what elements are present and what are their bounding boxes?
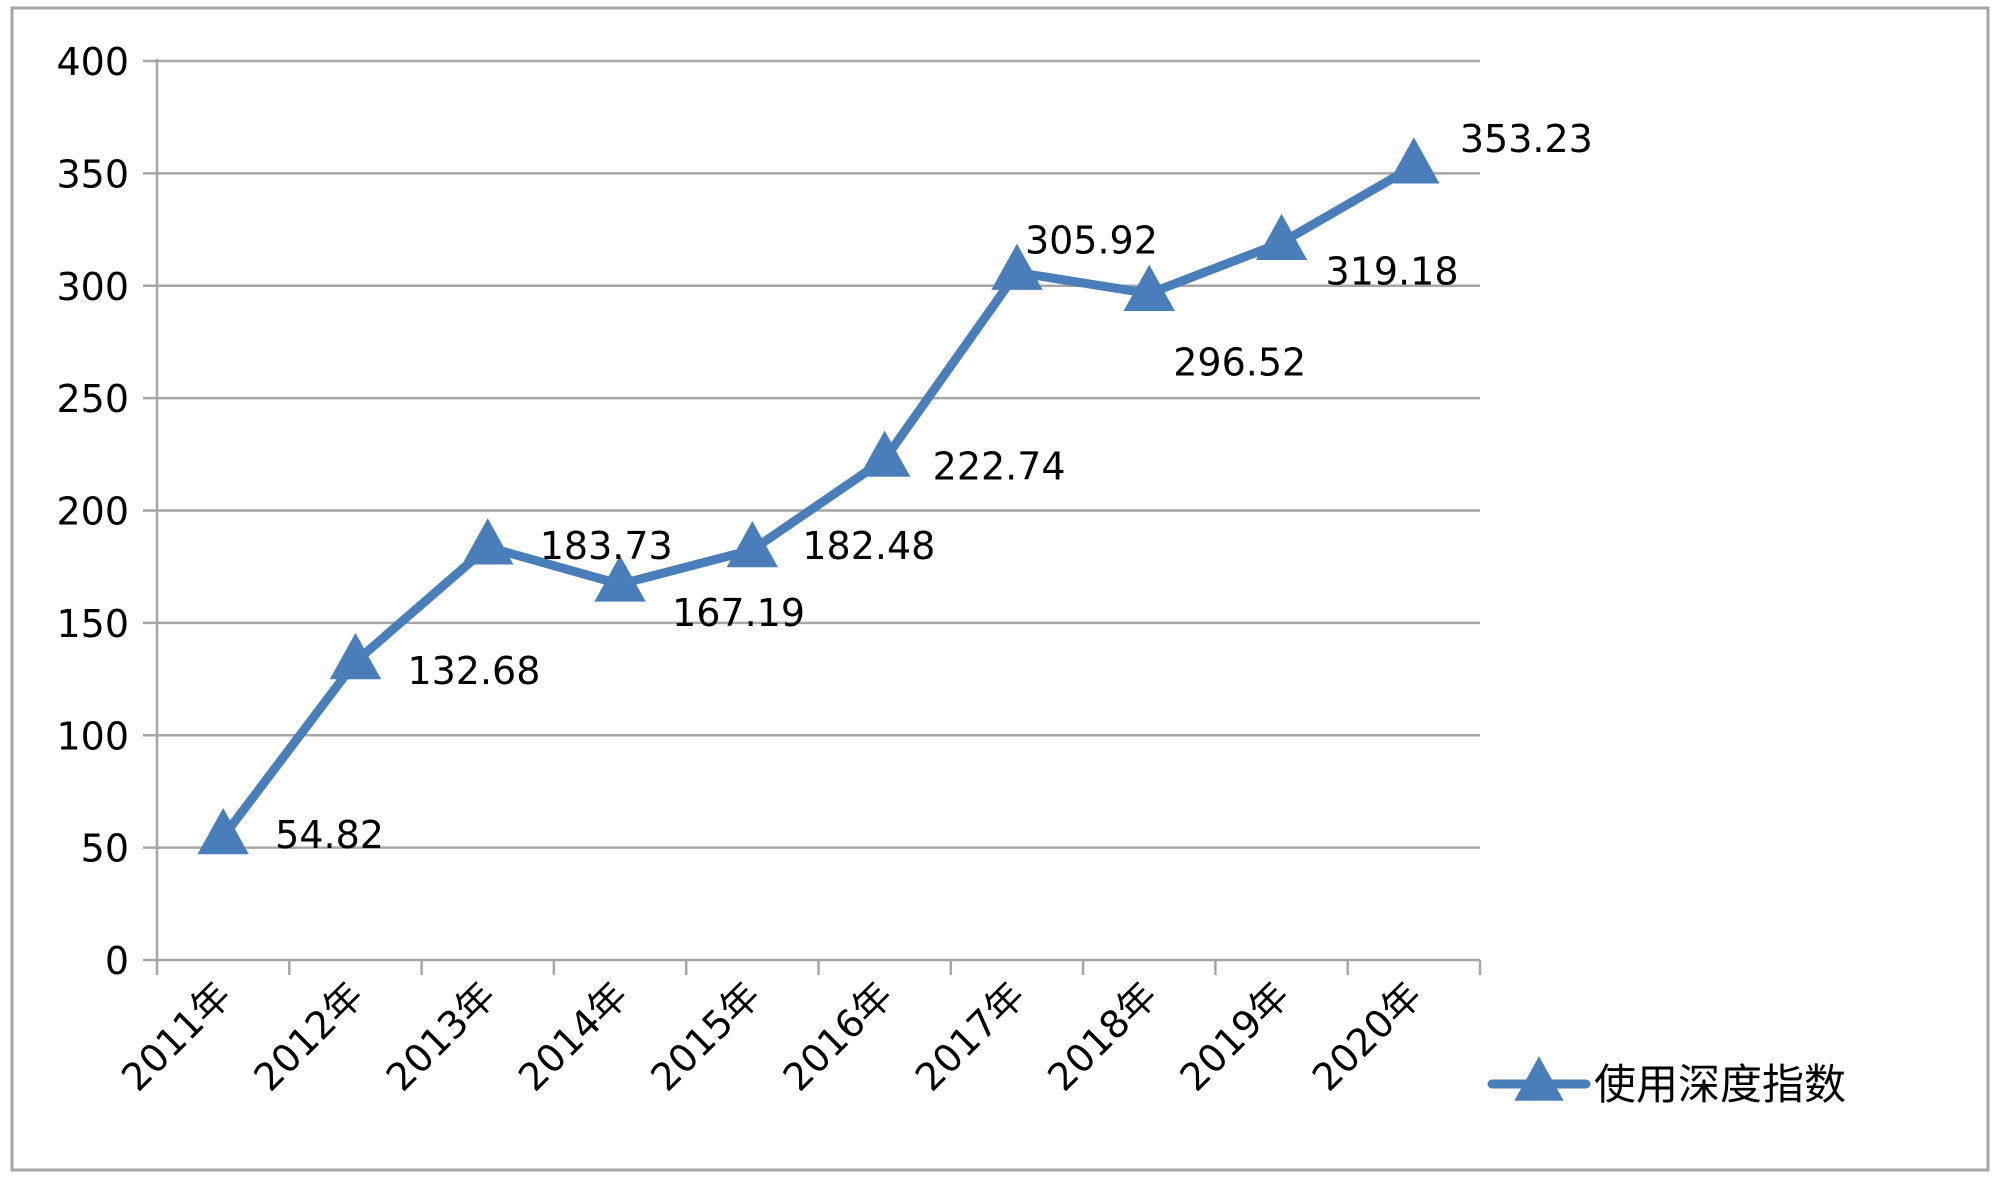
data-point-marker — [1255, 213, 1308, 261]
data-labels: 54.82 132.68 183.73 167.19 182.48 222.74 305.9… — [275, 117, 1593, 857]
data-point-marker — [991, 243, 1043, 290]
data-point-marker — [197, 807, 249, 855]
y-tick-label: 350 — [56, 152, 129, 196]
data-label: 167.19 — [672, 591, 805, 635]
y-tick-label: 150 — [56, 602, 129, 646]
legend-marker-icon — [1514, 1056, 1564, 1101]
legend-label: 使用深度指数 — [1594, 1060, 1846, 1109]
y-axis-ticks: 0 50 100 150 200 250 300 350 400 — [56, 40, 157, 983]
y-tick-label: 100 — [56, 714, 129, 758]
y-tick-label: 250 — [56, 377, 129, 421]
y-tick-label: 400 — [56, 40, 129, 84]
data-label: 183.73 — [540, 524, 673, 568]
data-label: 305.92 — [1025, 218, 1158, 262]
chart-frame — [10, 6, 1990, 1172]
y-tick-label: 200 — [56, 490, 129, 534]
data-point-marker — [726, 521, 779, 568]
data-label: 132.68 — [407, 649, 540, 693]
series-line — [218, 161, 1419, 842]
legend: 使用深度指数 — [1487, 1056, 1846, 1109]
data-point-marker — [858, 430, 911, 477]
data-point-marker — [1123, 264, 1175, 311]
data-point-marker — [462, 518, 514, 565]
data-point-marker — [1388, 137, 1440, 184]
data-label: 296.52 — [1173, 341, 1306, 385]
data-label: 319.18 — [1326, 250, 1459, 294]
data-point-marker — [594, 555, 646, 602]
data-label: 182.48 — [802, 524, 935, 568]
y-tick-label: 0 — [105, 939, 129, 983]
gridlines — [157, 59, 1480, 849]
y-tick-label: 300 — [56, 265, 129, 309]
y-tick-label: 50 — [81, 827, 129, 871]
data-label: 222.74 — [933, 444, 1066, 488]
data-label: 54.82 — [275, 813, 384, 857]
data-label: 353.23 — [1460, 117, 1593, 161]
series-group — [197, 137, 1440, 855]
data-point-marker — [329, 632, 382, 680]
